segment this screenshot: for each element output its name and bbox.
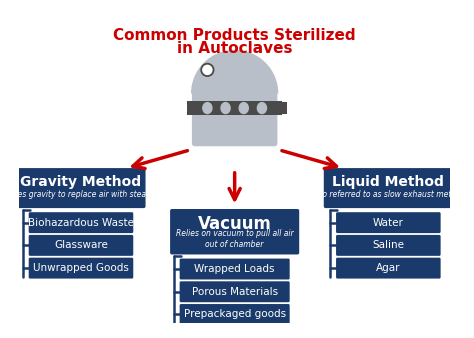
Text: Uses gravity to replace air with steam: Uses gravity to replace air with steam bbox=[8, 190, 154, 199]
Text: Glassware: Glassware bbox=[54, 240, 108, 250]
FancyBboxPatch shape bbox=[180, 304, 290, 325]
Ellipse shape bbox=[257, 103, 266, 114]
Text: Vacuum: Vacuum bbox=[198, 215, 272, 233]
Text: Gravity Method: Gravity Method bbox=[20, 174, 142, 189]
Text: Wrapped Loads: Wrapped Loads bbox=[194, 264, 275, 274]
Text: Unwrapped Goods: Unwrapped Goods bbox=[33, 263, 129, 273]
FancyBboxPatch shape bbox=[29, 258, 133, 279]
FancyBboxPatch shape bbox=[324, 168, 453, 208]
FancyBboxPatch shape bbox=[29, 235, 133, 256]
FancyBboxPatch shape bbox=[192, 91, 277, 146]
Text: Relies on vacuum to pull all air
out of chamber: Relies on vacuum to pull all air out of … bbox=[176, 229, 293, 249]
Circle shape bbox=[203, 65, 212, 74]
Ellipse shape bbox=[221, 103, 230, 114]
Text: Water: Water bbox=[373, 218, 404, 228]
FancyBboxPatch shape bbox=[336, 212, 441, 233]
Text: Agar: Agar bbox=[376, 263, 401, 273]
Circle shape bbox=[201, 64, 214, 76]
FancyBboxPatch shape bbox=[336, 235, 441, 256]
Bar bbox=[189, 102, 202, 115]
Text: Liquid Method: Liquid Method bbox=[332, 174, 444, 189]
Ellipse shape bbox=[239, 103, 248, 114]
Bar bbox=[187, 101, 282, 115]
FancyBboxPatch shape bbox=[180, 281, 290, 302]
Text: Biohazardous Waste: Biohazardous Waste bbox=[28, 218, 134, 228]
Text: Porous Materials: Porous Materials bbox=[191, 287, 278, 297]
Ellipse shape bbox=[203, 103, 212, 114]
FancyBboxPatch shape bbox=[17, 168, 146, 208]
Text: in Autoclaves: in Autoclaves bbox=[177, 41, 292, 56]
Bar bbox=[274, 102, 287, 115]
Text: Also referred to as slow exhaust method: Also referred to as slow exhaust method bbox=[311, 190, 466, 199]
FancyBboxPatch shape bbox=[336, 258, 441, 279]
Text: Common Products Sterilized: Common Products Sterilized bbox=[113, 28, 356, 43]
FancyBboxPatch shape bbox=[29, 212, 133, 233]
Text: Saline: Saline bbox=[373, 240, 404, 250]
FancyBboxPatch shape bbox=[226, 57, 244, 70]
Text: Prepackaged goods: Prepackaged goods bbox=[183, 310, 286, 319]
FancyBboxPatch shape bbox=[180, 259, 290, 280]
Wedge shape bbox=[191, 50, 278, 94]
FancyBboxPatch shape bbox=[170, 209, 299, 255]
